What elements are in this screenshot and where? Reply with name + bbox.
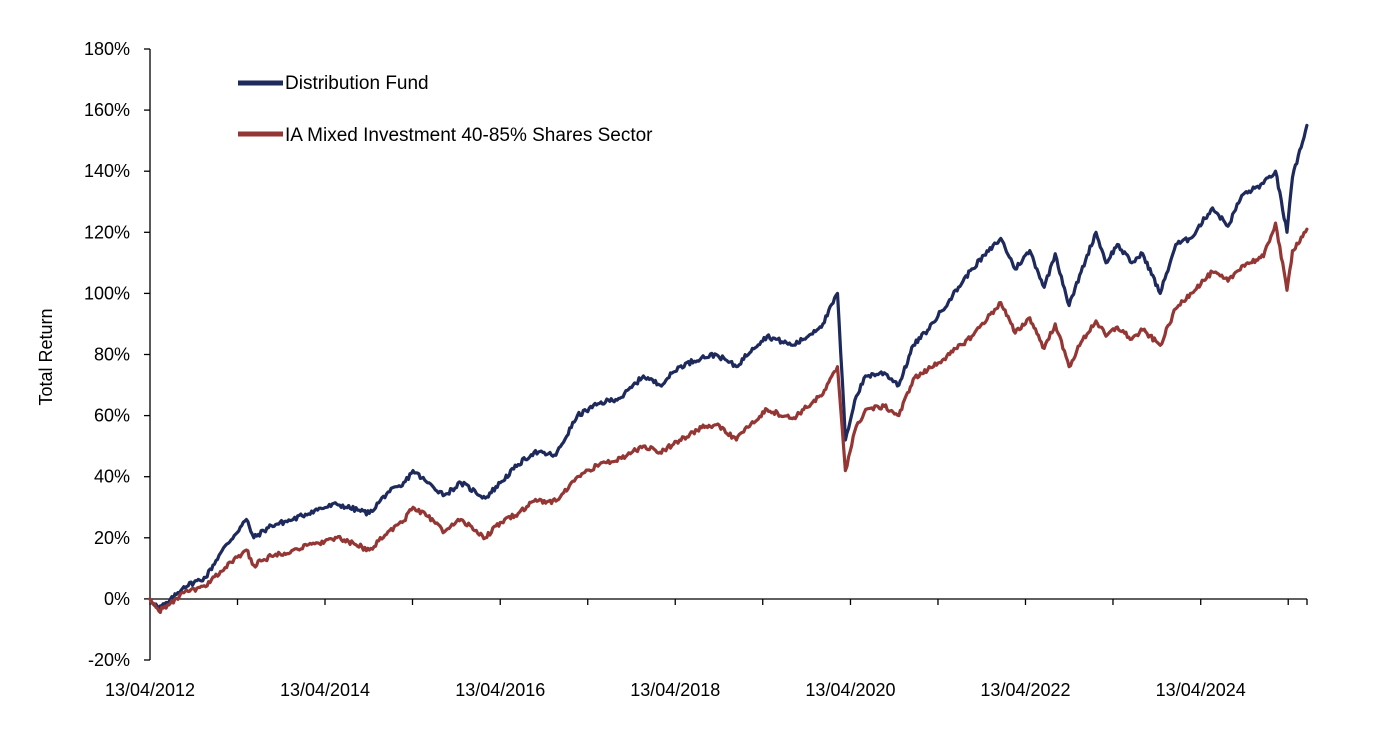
y-tick-label: 160% [84, 100, 130, 120]
x-tick-label: 13/04/2016 [455, 680, 545, 700]
y-tick-label: 60% [94, 406, 130, 426]
y-tick-label: 100% [84, 283, 130, 303]
x-ticks [149, 599, 1308, 605]
y-tick-label: 80% [94, 345, 130, 365]
y-tick-label: -20% [88, 650, 130, 670]
y-tick-label: 140% [84, 161, 130, 181]
x-tick-label: 13/04/2024 [1156, 680, 1246, 700]
y-tick-label: 180% [84, 39, 130, 59]
legend-entry-ia-mixed-investment-sector: IA Mixed Investment 40-85% Shares Sector [238, 125, 653, 146]
y-tick-label: 20% [94, 528, 130, 548]
legend-entry-distribution-fund: Distribution Fund [238, 73, 429, 94]
series-line-ia-mixed-investment-sector [148, 221, 1309, 614]
legend-label-ia-mixed-investment-sector: IA Mixed Investment 40-85% Shares Sector [285, 125, 653, 146]
x-tick-label: 13/04/2020 [805, 680, 895, 700]
y-axis-title: Total Return [36, 308, 56, 405]
y-tick-label: 120% [84, 222, 130, 242]
y-tick-label: 0% [104, 589, 130, 609]
legend: Distribution Fund IA Mixed Investment 40… [238, 73, 653, 146]
x-tick-label: 13/04/2022 [980, 680, 1070, 700]
y-tick-labels: -20% 0% 20% 40% 60% 80% 100% 120% 140% 160% 180% [84, 39, 130, 670]
legend-label-distribution-fund: Distribution Fund [285, 73, 429, 94]
x-tick-labels: 13/04/2012 13/04/2014 13/04/2016 13/04/2018… [105, 680, 1246, 700]
y-ticks [144, 48, 150, 661]
x-tick-label: 13/04/2014 [280, 680, 370, 700]
y-tick-label: 40% [94, 467, 130, 487]
x-tick-label: 13/04/2018 [630, 680, 720, 700]
series-line-distribution-fund [148, 123, 1309, 610]
x-tick-label: 13/04/2012 [105, 680, 195, 700]
series-lines [148, 123, 1309, 614]
